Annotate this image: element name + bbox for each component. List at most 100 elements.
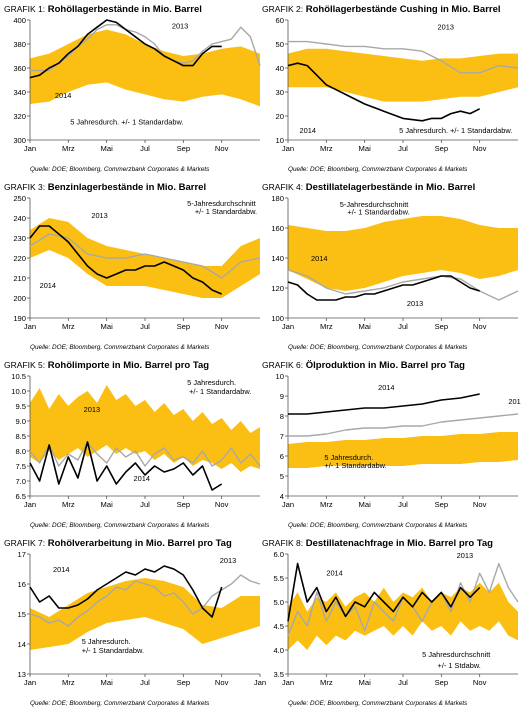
chart-svg: 190 200 210 220 230 240 250 Jan Mrz Mai Jul Sep Nov 2… (13, 194, 261, 331)
y-tick-label: 7 (280, 432, 284, 441)
y-tick-label: 250 (13, 194, 26, 203)
y-tick-label: 200 (13, 294, 26, 303)
x-tick-label: Sep (177, 322, 191, 331)
y-tick-label: 360 (13, 64, 26, 73)
band-area (30, 218, 260, 298)
annotation-label: 2014 (300, 126, 316, 135)
x-tick-label: Jan (282, 144, 294, 153)
series-line-2014 (288, 393, 480, 415)
annotation-label: 2013 (438, 23, 454, 32)
annotation-label: 2014 (55, 91, 71, 100)
chart-svg: 3.5 4.0 4.5 5.0 5.5 6.0 Jan Mrz Mai Jul Sep Nov 2014… (273, 550, 519, 687)
chart-panel-5: GRAFIK 5: Rohölimporte in Mio. Barrel pr… (4, 360, 262, 538)
y-tick-label: 320 (13, 112, 26, 121)
y-tick-label: 6.5 (15, 492, 26, 501)
annotation-label: 2014 (40, 281, 56, 290)
annotation-label: +/- 1 Standardabw. (82, 646, 144, 655)
x-tick-label: Sep (177, 500, 191, 509)
annotation-label: 2013 (220, 556, 236, 565)
x-tick-label: Sep (435, 322, 449, 331)
x-tick-label: Sep (177, 678, 191, 687)
x-tick-label: Mai (359, 144, 372, 153)
series-line-2013 (287, 269, 519, 301)
annotation-label: +/- 1 Stdabw. (438, 661, 481, 670)
x-tick-label: Mrz (320, 322, 333, 331)
chart-svg: 100 120 140 160 180 Jan Mrz Mai Jul Sep Nov 2014 201… (271, 194, 519, 331)
y-tick-label: 20 (276, 112, 284, 121)
annotation-label: 5 Jahresdurch. (324, 453, 373, 462)
x-tick-label: Nov (215, 500, 229, 509)
chart-title: GRAFIK 4: Destillatelagerbestände in Mio… (262, 182, 476, 193)
y-tick-label: 17 (18, 550, 26, 559)
x-tick-label: Jan (24, 678, 36, 687)
chart-svg: 300 320 340 360 380 400 Jan Mrz Mai Jul Sep Nov 2013… (13, 16, 261, 153)
series-line-2013 (29, 574, 261, 627)
x-tick-label: Nov (473, 144, 487, 153)
annotation-label: 5-Jahresdurchschnitt (187, 199, 256, 208)
series-line-2013 (29, 441, 261, 467)
chart-source: Quelle: DOE; Bloomberg, Commerzbank Corp… (288, 700, 468, 707)
y-tick-label: 10.0 (11, 387, 26, 396)
series-line-2013 (288, 413, 519, 437)
y-tick-label: 16 (18, 580, 26, 589)
y-tick-label: 3.5 (273, 670, 284, 679)
y-tick-label: 10 (276, 372, 284, 381)
y-tick-label: 13 (18, 670, 26, 679)
y-tick-label: 5.5 (273, 574, 284, 583)
annotation-label: 2013 (407, 299, 423, 308)
x-tick-label: Sep (435, 144, 449, 153)
x-tick-label: Nov (215, 144, 229, 153)
chart-panel-7: GRAFIK 7: Rohölverarbeitung in Mio. Barr… (4, 538, 266, 716)
chart-title: GRAFIK 2: Rohöllagerbestände Cushing in … (262, 4, 501, 15)
x-tick-label: Mrz (62, 144, 75, 153)
y-tick-label: 5.0 (273, 598, 284, 607)
y-tick-label: 240 (13, 214, 26, 223)
x-tick-label: Mrz (320, 144, 333, 153)
chart-panel-6: GRAFIK 6: Ölproduktion in Mio. Barrel pr… (262, 360, 521, 538)
x-tick-label: Jul (398, 500, 408, 509)
annotation-label: 5 Jahresdurch. +/- 1 Standardabw. (399, 126, 512, 135)
x-tick-label: Jan (282, 322, 294, 331)
annotation-label: +/- 1 Standardabw. (189, 387, 251, 396)
x-tick-label: Jul (398, 322, 408, 331)
y-tick-label: 9.0 (15, 417, 26, 426)
y-tick-label: 300 (13, 136, 26, 145)
y-tick-label: 9.5 (15, 402, 26, 411)
x-tick-label: Jul (140, 500, 150, 509)
annotation-label: 2014 (326, 569, 342, 578)
chart-source: Quelle: DOE; Bloomberg, Commerzbank Corp… (288, 344, 468, 351)
series-line-2014 (29, 565, 223, 618)
chart-title: GRAFIK 7: Rohölverarbeitung in Mio. Barr… (4, 538, 232, 549)
y-tick-label: 220 (13, 254, 26, 263)
x-tick-label: Sep (177, 144, 191, 153)
y-tick-label: 9 (280, 392, 284, 401)
y-tick-label: 60 (276, 16, 284, 25)
x-tick-label: Mai (359, 322, 372, 331)
annotation-label: 2014 (53, 565, 69, 574)
x-tick-label: Nov (215, 678, 229, 687)
series-line-2014 (29, 441, 223, 491)
x-tick-label: Mrz (62, 500, 75, 509)
y-tick-label: 10 (276, 136, 284, 145)
x-tick-label: Jan (282, 678, 294, 687)
y-tick-label: 400 (13, 16, 26, 25)
y-tick-label: 230 (13, 234, 26, 243)
chart-svg: 4 5 6 7 8 9 10 Jan Mrz Mai Jul Sep Nov 2014 2013 5 Jahr… (276, 372, 521, 509)
y-tick-label: 15 (18, 610, 26, 619)
y-tick-label: 4 (280, 492, 284, 501)
chart-title: GRAFIK 3: Benzinlagerbestände in Mio. Ba… (4, 182, 207, 193)
x-tick-label: Jan (254, 678, 266, 687)
chart-title: GRAFIK 5: Rohölimporte in Mio. Barrel pr… (4, 360, 210, 371)
annotation-label: 5 Jahresdurch. +/- 1 Standardabw. (70, 117, 183, 126)
chart-panel-1: GRAFIK 1: Rohöllagerbestände in Mio. Bar… (4, 4, 262, 182)
annotation-label: 2013 (172, 21, 188, 30)
x-tick-label: Jul (140, 144, 150, 153)
annotation-label: 2013 (508, 397, 521, 406)
x-tick-label: Jul (140, 322, 150, 331)
series-line-2014 (287, 275, 480, 301)
x-tick-label: Mai (359, 500, 372, 509)
annotation-label: 5-Jahresdurchschnitt (340, 200, 409, 209)
x-tick-label: Nov (473, 678, 487, 687)
chart-source: Quelle: DOE; Bloomberg, Commerzbank Corp… (30, 700, 210, 707)
y-tick-label: 6 (280, 452, 284, 461)
